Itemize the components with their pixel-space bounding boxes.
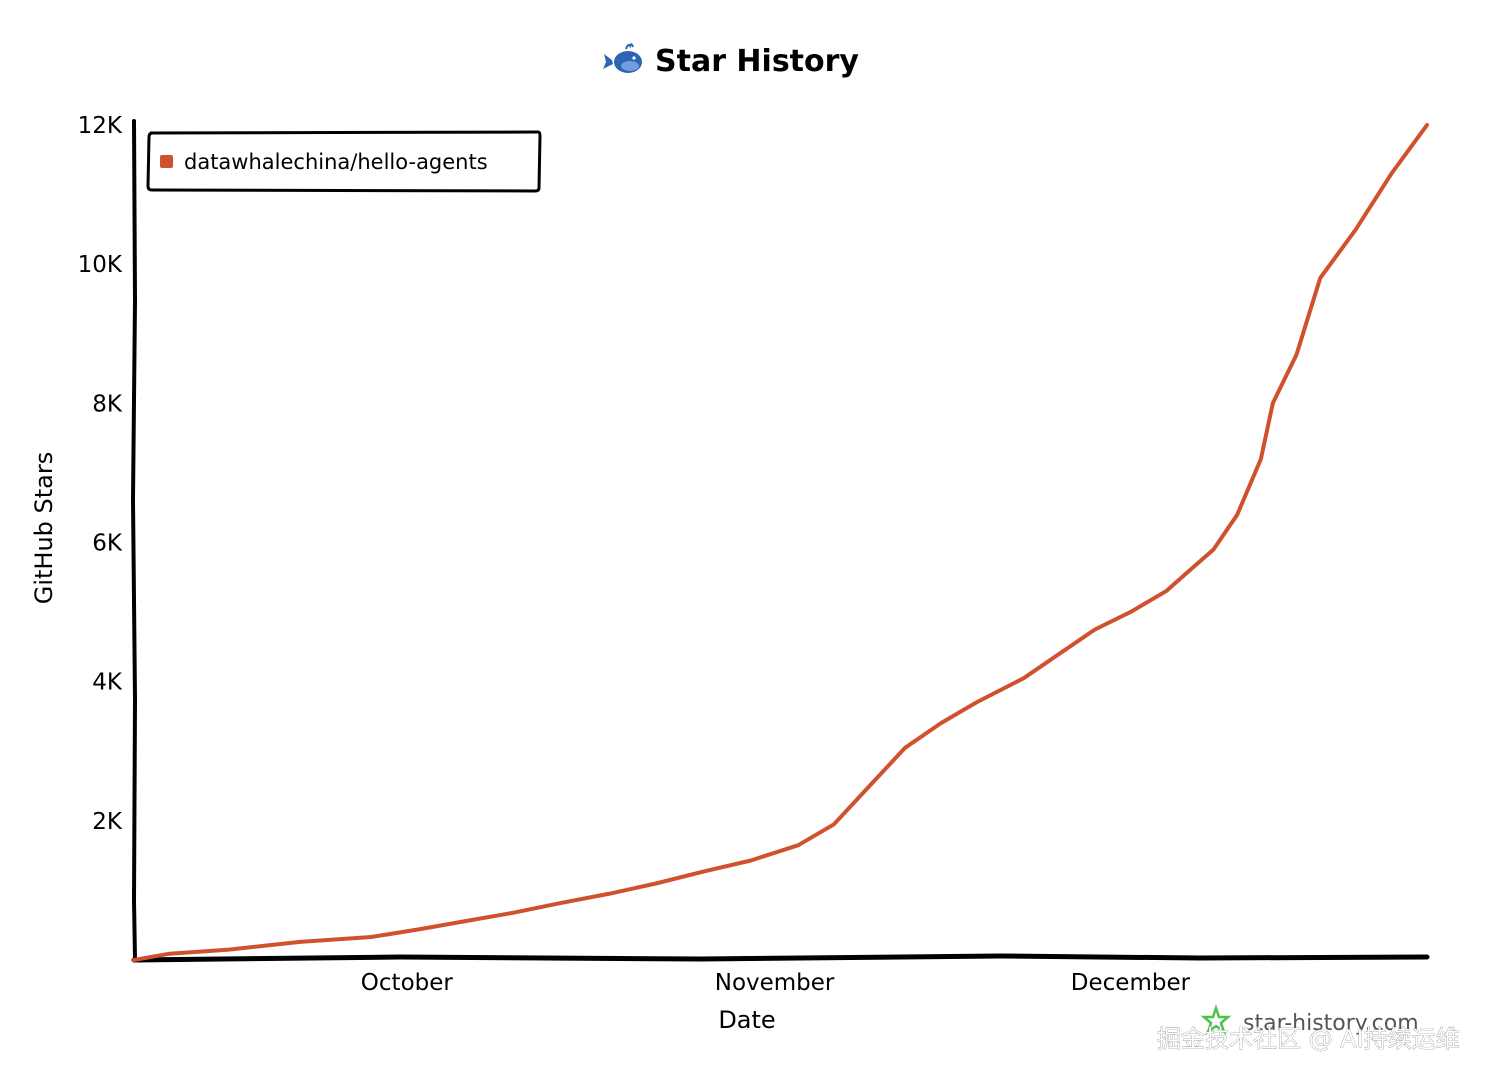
y-tick-label: 6K [92,531,123,557]
y-tick-label: 4K [92,670,123,696]
y-axis-title: GitHub Stars [30,452,58,605]
y-tick-label: 10K [78,252,123,278]
star-history-logo-icon [1200,1004,1232,1036]
series-line-hello-agents [132,123,1429,962]
y-tick-label: 12K [78,113,123,139]
legend-swatch [160,155,173,168]
x-tick-label: December [1071,970,1191,996]
legend-box [146,130,542,193]
watermark-text: 掘金技术社区 @ AI持续运维 [1157,1025,1460,1053]
x-axis-title: Date [718,1006,775,1034]
y-axis-line [130,119,138,962]
chart-title-group: Star History [603,43,859,79]
site-branding: star-history.com [1200,1004,1419,1036]
whale-icon [603,43,642,73]
x-tick-label: November [715,970,835,996]
legend: datawhalechina/hello-agents [146,130,542,193]
x-axis-ticks: October November December [361,970,1191,996]
y-tick-label: 8K [92,391,123,417]
y-axis-ticks: 2K 4K 6K 8K 10K 12K [78,113,123,835]
site-name: star-history.com [1243,1011,1419,1036]
x-axis-line [131,953,1430,963]
x-tick-label: October [361,970,454,996]
chart-title: Star History [655,44,859,79]
y-tick-label: 2K [92,809,123,835]
legend-label: datawhalechina/hello-agents [184,150,488,174]
